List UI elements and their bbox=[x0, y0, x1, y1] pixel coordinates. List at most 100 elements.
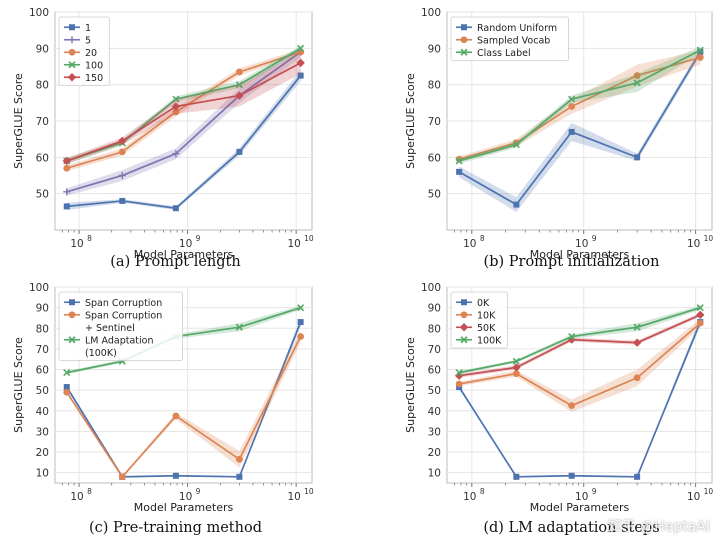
legend-marker bbox=[69, 24, 75, 31]
y-tick-label: 30 bbox=[36, 426, 49, 438]
data-point bbox=[633, 72, 641, 79]
legend-entry: Span Corruption bbox=[85, 298, 162, 309]
x-tick-exponent: 9 bbox=[592, 234, 597, 243]
x-axis-label: Model Parameters bbox=[530, 501, 630, 514]
watermark-text: 知乎 @HeptaAI bbox=[607, 519, 710, 535]
y-tick-label: 100 bbox=[29, 282, 49, 294]
legend-marker bbox=[460, 48, 468, 56]
data-point bbox=[455, 157, 463, 165]
legend-box bbox=[450, 291, 508, 349]
legend-marker bbox=[460, 311, 468, 319]
y-tick-label: 50 bbox=[428, 189, 441, 201]
y-tick-label: 100 bbox=[421, 282, 441, 294]
legend-marker bbox=[459, 323, 469, 332]
data-point bbox=[172, 95, 180, 103]
panel-caption: (c) Pre-training method bbox=[89, 520, 262, 536]
data-point bbox=[512, 141, 520, 149]
y-tick-label: 60 bbox=[428, 152, 441, 164]
y-tick-label: 60 bbox=[428, 365, 441, 377]
data-point bbox=[297, 44, 305, 52]
data-point bbox=[455, 369, 463, 377]
legend-entry: 100K bbox=[477, 335, 502, 346]
data-point bbox=[634, 473, 641, 480]
confidence-band bbox=[66, 49, 301, 172]
series-2 bbox=[455, 50, 704, 163]
legend-entry: LM Adaptation bbox=[85, 335, 153, 346]
data-point bbox=[172, 412, 180, 420]
legend-entry: (100K) bbox=[85, 348, 117, 359]
confidence-band bbox=[66, 51, 301, 164]
x-tick-exponent: 10 bbox=[704, 487, 714, 496]
data-point bbox=[512, 363, 521, 372]
y-tick-label: 90 bbox=[36, 43, 49, 55]
y-axis-label: SuperGLUE Score bbox=[404, 337, 417, 433]
data-point bbox=[118, 148, 126, 156]
legend-entry: Sampled Vocab bbox=[477, 35, 550, 46]
panel-caption: (b) Prompt initialization bbox=[484, 254, 660, 270]
legend-marker bbox=[68, 336, 76, 344]
x-tick-label: 10 bbox=[687, 491, 700, 503]
y-tick-label: 90 bbox=[428, 303, 441, 315]
legend-marker bbox=[68, 311, 76, 319]
data-point bbox=[296, 58, 305, 68]
series-4 bbox=[455, 304, 704, 377]
x-tick-exponent: 10 bbox=[304, 487, 314, 496]
y-tick-label: 100 bbox=[421, 7, 441, 19]
x-tick-exponent: 8 bbox=[87, 487, 92, 496]
series-2 bbox=[63, 330, 305, 481]
x-tick-label: 10 bbox=[287, 238, 300, 250]
x-tick-label: 10 bbox=[70, 491, 83, 503]
series-1 bbox=[63, 70, 304, 212]
legend-marker bbox=[461, 299, 467, 306]
legend-entry: 0K bbox=[477, 298, 490, 309]
data-point bbox=[697, 48, 704, 55]
y-axis-label: SuperGLUE Score bbox=[12, 337, 25, 433]
data-point bbox=[62, 156, 71, 166]
legend-box bbox=[58, 291, 183, 361]
y-tick-label: 70 bbox=[428, 344, 441, 356]
y-tick-label: 50 bbox=[428, 385, 441, 397]
confidence-band bbox=[66, 46, 301, 196]
data-point bbox=[172, 150, 180, 158]
data-point bbox=[118, 473, 126, 481]
panel-caption: (a) Prompt length bbox=[110, 254, 240, 270]
data-point bbox=[696, 310, 705, 320]
x-tick-exponent: 9 bbox=[592, 487, 597, 496]
data-point bbox=[696, 46, 704, 54]
data-point bbox=[235, 81, 243, 89]
data-point bbox=[568, 128, 575, 135]
legend-box bbox=[58, 16, 110, 86]
y-tick-label: 70 bbox=[36, 344, 49, 356]
legend-entry: 10K bbox=[477, 310, 496, 321]
y-tick-label: 30 bbox=[428, 426, 441, 438]
confidence-band bbox=[459, 305, 701, 375]
legend-entry: + Sentinel bbox=[85, 323, 135, 334]
series-3 bbox=[455, 46, 704, 165]
data-point bbox=[512, 370, 520, 378]
legend-entry: Class Label bbox=[477, 48, 531, 59]
confidence-band bbox=[459, 48, 701, 212]
data-point bbox=[696, 319, 704, 327]
data-point bbox=[63, 384, 70, 391]
y-tick-label: 20 bbox=[36, 447, 49, 459]
panel-caption: (d) LM adaptation steps bbox=[483, 520, 659, 536]
data-point bbox=[235, 91, 244, 100]
confidence-band bbox=[459, 46, 701, 164]
legend-marker bbox=[68, 48, 76, 56]
y-axis-label: SuperGLUE Score bbox=[404, 73, 417, 169]
data-point bbox=[236, 148, 243, 155]
legend-marker bbox=[461, 24, 467, 31]
legend-entry: Span Corruption bbox=[85, 310, 162, 321]
y-axis-label: SuperGLUE Score bbox=[12, 73, 25, 169]
y-tick-label: 50 bbox=[36, 385, 49, 397]
data-point bbox=[568, 103, 576, 110]
data-point bbox=[172, 205, 179, 212]
data-point bbox=[568, 472, 575, 479]
data-point bbox=[633, 323, 641, 331]
y-tick-label: 90 bbox=[428, 43, 441, 55]
y-tick-label: 80 bbox=[36, 80, 49, 92]
legend-marker bbox=[69, 299, 75, 306]
data-point bbox=[235, 323, 243, 331]
